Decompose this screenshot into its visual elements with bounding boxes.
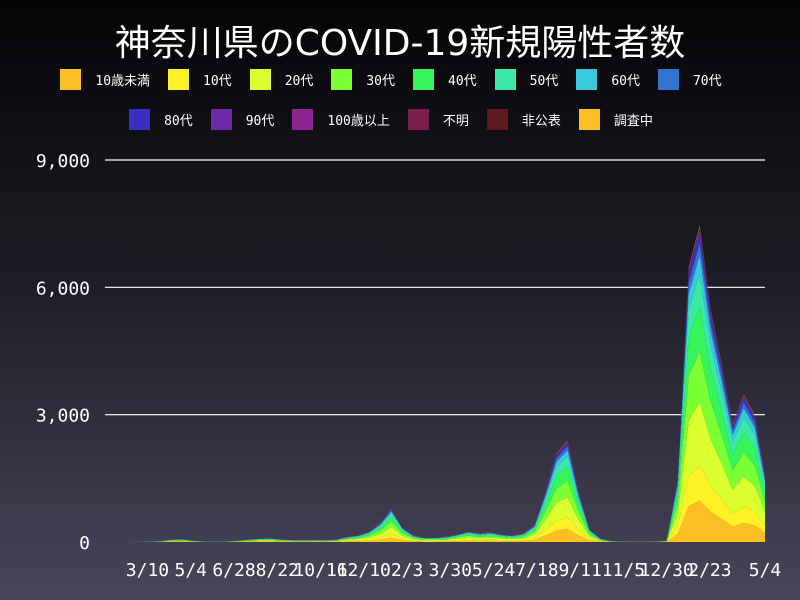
area-series-2 xyxy=(105,465,765,542)
legend-item: 100歳以上 xyxy=(292,109,390,130)
legend-swatch xyxy=(249,69,271,90)
legend-swatch xyxy=(413,69,434,90)
x-tick-label: 5/4 xyxy=(174,560,207,581)
x-tick-label: 5/4 xyxy=(749,560,782,581)
legend-label: 調査中 xyxy=(613,114,653,129)
x-tick-label: 12/10 xyxy=(337,560,391,581)
legend-swatch xyxy=(210,109,232,130)
legend-row-1: 10歳未満 10代 20代 30代 40代 50代 60代 70代 xyxy=(0,69,800,90)
x-tick-label: 2/3 xyxy=(391,560,424,581)
legend-item: 50代 xyxy=(494,69,559,90)
area-series-9 xyxy=(105,233,765,542)
legend-item: 90代 xyxy=(210,109,275,130)
legend-label: 90代 xyxy=(245,114,275,129)
area-series-5 xyxy=(105,306,765,542)
x-tick-label: 10/16 xyxy=(293,560,347,581)
area-series-14 xyxy=(105,225,765,542)
x-tick-label: 11/5 xyxy=(602,560,645,581)
legend-item: 70代 xyxy=(657,69,722,90)
x-tick-label: 3/30 xyxy=(429,560,472,581)
area-series-4 xyxy=(105,351,765,542)
area-series-12 xyxy=(105,228,765,542)
legend-swatch xyxy=(292,109,314,130)
x-tick-label: 2/23 xyxy=(688,560,731,581)
legend-label: 80代 xyxy=(164,114,193,129)
x-tick-label: 5/24 xyxy=(472,560,515,581)
area-series-11 xyxy=(105,229,765,542)
legend-label: 10歳未満 xyxy=(95,74,151,89)
y-tick-label: 0 xyxy=(79,533,90,554)
x-tick-label: 8/22 xyxy=(256,560,299,581)
legend-label: 40代 xyxy=(448,74,477,89)
legend-item: 調査中 xyxy=(578,109,653,130)
legend-swatch xyxy=(331,69,353,90)
area-series-10 xyxy=(105,230,765,543)
legend-swatch xyxy=(657,69,679,90)
area-series-3 xyxy=(105,401,765,542)
x-tick-label: 6/28 xyxy=(212,560,255,581)
area-series-1 xyxy=(105,500,765,542)
legend-item: 80代 xyxy=(129,109,193,130)
legend-label: 70代 xyxy=(692,74,722,89)
legend-swatch xyxy=(494,69,516,90)
legend-item: 非公表 xyxy=(486,109,561,130)
x-tick-label: 7/18 xyxy=(515,560,558,581)
legend-swatch xyxy=(578,109,600,130)
legend-item: 40代 xyxy=(413,69,477,90)
x-tick-label: 9/11 xyxy=(558,560,601,581)
legend-label: 20代 xyxy=(284,74,314,89)
legend-swatch xyxy=(486,109,508,130)
area-series-13 xyxy=(105,226,765,542)
legend-label: 100歳以上 xyxy=(327,114,390,129)
legend-label: 非公表 xyxy=(521,114,561,129)
area-series-7 xyxy=(105,255,765,542)
legend-item: 10歳未満 xyxy=(60,69,150,90)
legend-swatch xyxy=(168,69,190,90)
legend-swatch xyxy=(129,109,151,130)
legend-item: 10代 xyxy=(168,69,232,90)
legend-swatch xyxy=(576,69,598,90)
legend-item: 不明 xyxy=(407,109,469,130)
legend-row-2: 80代 90代 100歳以上 不明 非公表 調査中 xyxy=(0,109,800,130)
legend-label: 不明 xyxy=(442,114,469,129)
legend-label: 10代 xyxy=(203,74,232,89)
y-tick-label: 9,000 xyxy=(36,151,90,172)
legend-label: 30代 xyxy=(366,74,395,89)
x-tick-label: 12/30 xyxy=(640,560,694,581)
legend-label: 50代 xyxy=(529,74,559,89)
legend-item: 30代 xyxy=(331,69,395,90)
legend-item: 20代 xyxy=(249,69,314,90)
chart-title: 神奈川県のCOVID-19新規陽性者数 xyxy=(114,23,686,64)
y-tick-label: 6,000 xyxy=(36,278,90,299)
legend-swatch xyxy=(407,109,429,130)
legend-label: 60代 xyxy=(611,74,640,89)
area-series-6 xyxy=(105,274,765,542)
legend-swatch xyxy=(60,69,82,90)
x-tick-label: 3/10 xyxy=(126,560,169,581)
legend-item: 60代 xyxy=(576,69,640,90)
y-tick-label: 3,000 xyxy=(36,406,90,427)
